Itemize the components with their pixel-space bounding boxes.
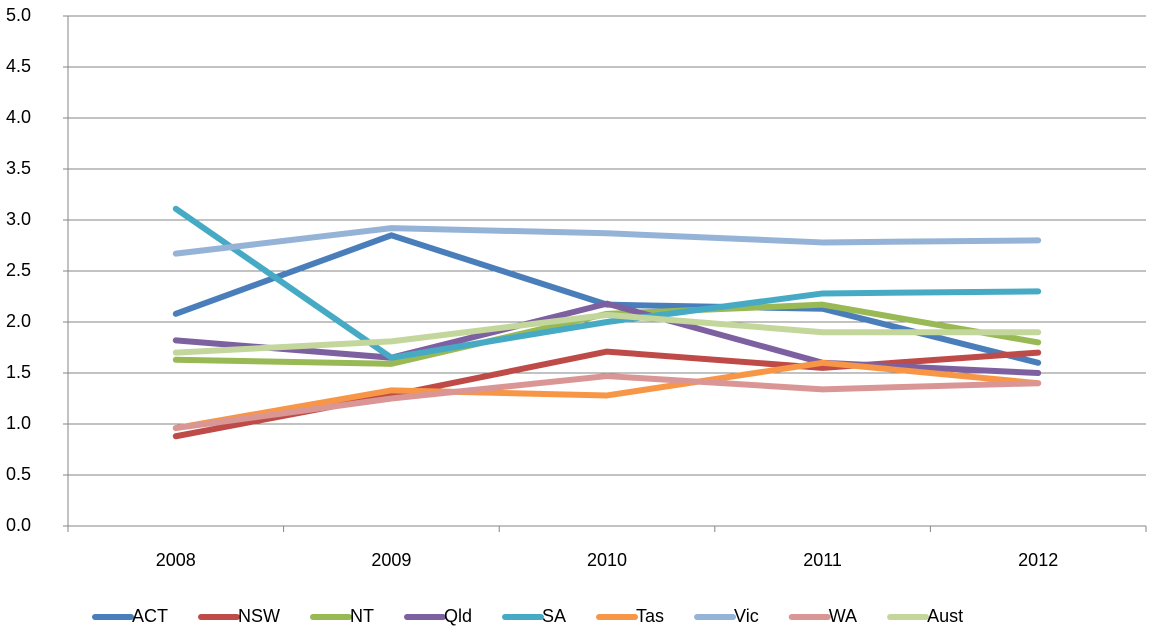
series-line (172, 373, 1042, 432)
x-tick-label: 2008 (156, 550, 196, 570)
legend-label: Qld (444, 606, 472, 626)
y-tick-label: 0.0 (6, 515, 31, 535)
series-line (172, 311, 1042, 356)
y-tick-label: 4.0 (6, 107, 31, 127)
legend-label: Aust (927, 606, 963, 626)
x-tick-label: 2011 (803, 550, 842, 570)
legend-label: Tas (636, 606, 664, 626)
y-tick-label: 1.5 (6, 362, 31, 382)
legend-label: SA (542, 606, 566, 626)
x-tick-label: 2009 (371, 550, 411, 570)
legend-label: Vic (734, 606, 759, 626)
y-tick-label: 2.0 (6, 311, 31, 331)
x-tick-label: 2012 (1018, 550, 1058, 570)
x-tick-label: 2010 (587, 550, 627, 570)
y-tick-label: 1.0 (6, 413, 31, 433)
series-line (172, 300, 1042, 376)
legend-label: NT (350, 606, 374, 626)
y-tick-label: 3.5 (6, 158, 31, 178)
legend-label: NSW (238, 606, 280, 626)
series-line (172, 205, 1042, 361)
legend-label: ACT (132, 606, 168, 626)
y-tick-label: 4.5 (6, 56, 31, 76)
y-tick-label: 3.0 (6, 209, 31, 229)
y-tick-label: 0.5 (6, 464, 31, 484)
series-line (172, 359, 1042, 432)
y-tick-label: 5.0 (6, 5, 31, 25)
legend-label: WA (829, 606, 857, 626)
series-line (172, 225, 1042, 257)
y-tick-label: 2.5 (6, 260, 31, 280)
